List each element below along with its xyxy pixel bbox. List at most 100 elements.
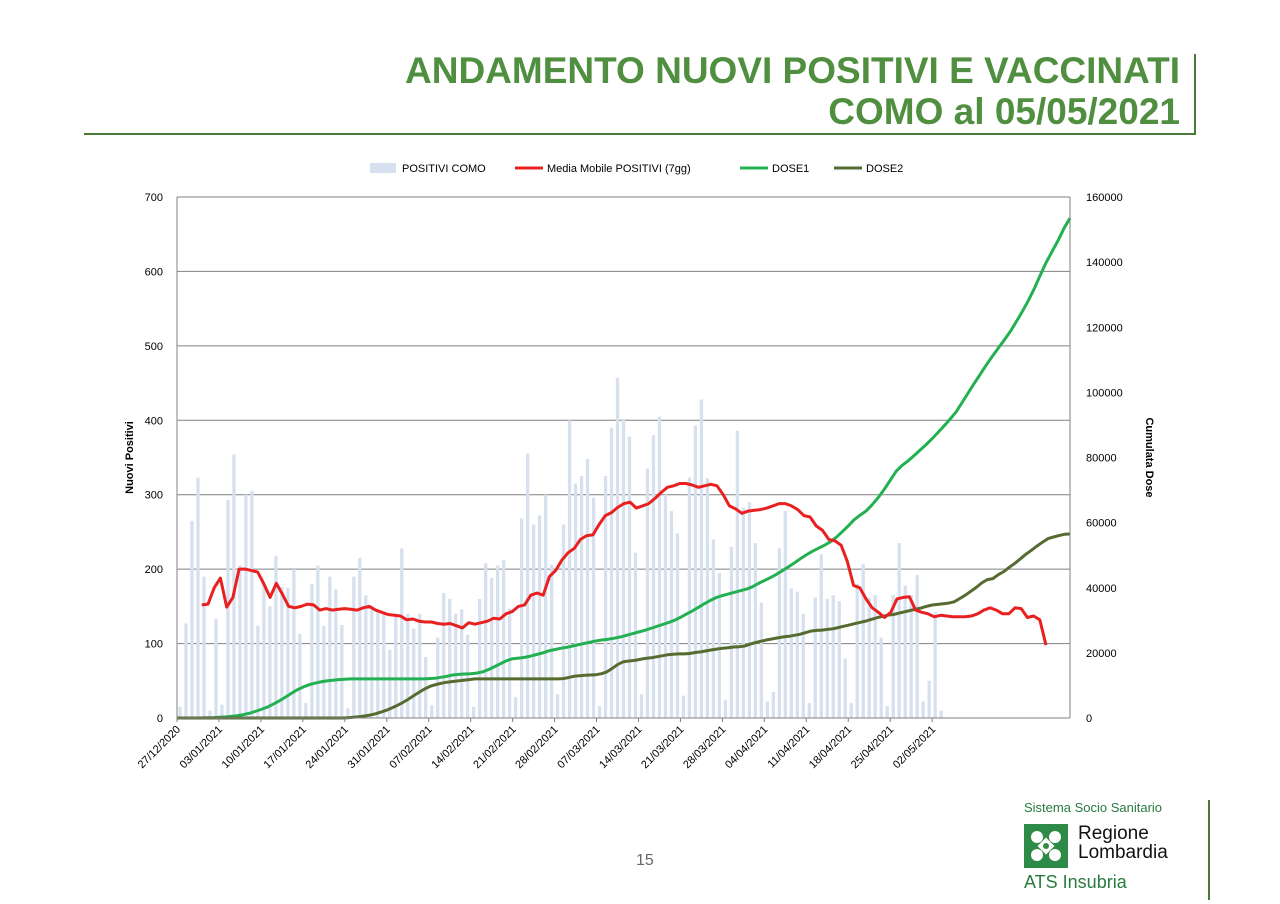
positivi-bar bbox=[783, 511, 787, 718]
positivi-bar bbox=[735, 430, 740, 718]
positivi-bar bbox=[933, 612, 937, 718]
positivi-bars bbox=[178, 377, 943, 718]
positivi-bar bbox=[705, 478, 710, 718]
positivi-bar bbox=[855, 584, 859, 718]
y2-tick-label: 100000 bbox=[1086, 387, 1123, 399]
positivi-bar bbox=[304, 703, 308, 718]
positivi-bar bbox=[789, 588, 793, 718]
positivi-bar bbox=[867, 597, 871, 718]
positivi-bar bbox=[178, 706, 182, 718]
positivi-bar bbox=[879, 637, 883, 718]
positivi-bar bbox=[663, 494, 668, 718]
positivi-bar bbox=[340, 624, 344, 718]
positivi-vaccinati-chart: POSITIVI COMO Media Mobile POSITIVI (7gg)… bbox=[124, 163, 1155, 771]
positivi-bar bbox=[394, 613, 398, 718]
y-axis-title: Nuovi Positivi bbox=[124, 421, 136, 494]
positivi-bar bbox=[298, 633, 302, 718]
y2-tick-label: 60000 bbox=[1086, 518, 1117, 530]
positivi-bar bbox=[765, 701, 769, 718]
positivi-bar bbox=[939, 710, 943, 718]
positivi-bar bbox=[639, 694, 644, 718]
positivi-bar bbox=[591, 497, 596, 718]
positivi-bar bbox=[585, 458, 590, 718]
positivi-bar bbox=[196, 477, 200, 718]
positivi-bar bbox=[208, 710, 212, 718]
legend-label: Media Mobile POSITIVI (7gg) bbox=[547, 163, 691, 175]
positivi-bar bbox=[609, 427, 614, 718]
positivi-bar bbox=[747, 502, 752, 718]
positivi-bar bbox=[549, 564, 554, 718]
x-tick-label: 28/02/2021 bbox=[513, 724, 560, 771]
positivi-bar bbox=[460, 609, 464, 718]
positivi-bar bbox=[795, 591, 799, 718]
legend-item: DOSE1 bbox=[740, 163, 809, 175]
positivi-bar bbox=[543, 494, 548, 718]
y2-tick-label: 140000 bbox=[1086, 257, 1123, 269]
positivi-bar bbox=[334, 589, 338, 718]
positivi-bar bbox=[753, 543, 758, 718]
positivi-bar bbox=[633, 552, 638, 718]
positivi-bar bbox=[406, 613, 410, 718]
positivi-bar bbox=[346, 708, 350, 718]
positivi-bar bbox=[364, 595, 368, 718]
positivi-bar bbox=[837, 601, 841, 718]
positivi-bar bbox=[717, 572, 722, 718]
positivi-bar bbox=[382, 613, 386, 718]
chart-tick-labels: 0 100 200 300 400 500 600 700 0 20000 40000 60000 80… bbox=[124, 192, 1155, 771]
y2-axis-title: Cumulata Dose bbox=[1143, 417, 1155, 497]
positivi-bar bbox=[190, 520, 194, 718]
positivi-bar bbox=[310, 584, 314, 718]
legend-label: POSITIVI COMO bbox=[402, 163, 486, 175]
positivi-bar bbox=[741, 507, 746, 718]
positivi-bar bbox=[813, 597, 817, 718]
positivi-bar bbox=[250, 490, 254, 718]
x-tick-label: 03/01/2021 bbox=[178, 724, 225, 771]
y2-tick-label: 160000 bbox=[1086, 192, 1123, 204]
positivi-bar bbox=[801, 613, 805, 718]
positivi-bar bbox=[921, 701, 925, 718]
logo-name: Regione Lombardia bbox=[1078, 824, 1168, 862]
positivi-bar bbox=[819, 554, 823, 718]
positivi-bar bbox=[478, 598, 482, 718]
positivi-bar bbox=[388, 649, 392, 718]
positivi-bar bbox=[370, 608, 374, 718]
y-tick-label: 600 bbox=[145, 266, 163, 278]
y-tick-label: 200 bbox=[145, 564, 163, 576]
positivi-bar bbox=[675, 533, 680, 718]
positivi-bar bbox=[501, 560, 506, 718]
x-tick-label: 21/03/2021 bbox=[639, 724, 686, 771]
y-tick-label: 300 bbox=[145, 490, 163, 502]
positivi-bar bbox=[603, 476, 608, 718]
positivi-bar bbox=[555, 694, 560, 718]
positivi-bar bbox=[286, 587, 290, 718]
logo-bottom-text: ATS Insubria bbox=[1024, 872, 1127, 892]
positivi-bar bbox=[244, 494, 248, 718]
x-tick-label: 11/04/2021 bbox=[766, 724, 813, 771]
x-tick-label: 07/03/2021 bbox=[555, 724, 602, 771]
positivi-bar bbox=[651, 435, 656, 718]
positivi-bar bbox=[358, 557, 362, 718]
slide-title: ANDAMENTO NUOVI POSITIVI E VACCINATI COM… bbox=[405, 50, 1180, 132]
y2-tick-label: 20000 bbox=[1086, 648, 1117, 660]
y-tick-label: 100 bbox=[145, 639, 163, 651]
positivi-bar bbox=[454, 613, 458, 718]
legend-label: DOSE1 bbox=[772, 163, 809, 175]
slide-title-line1: ANDAMENTO NUOVI POSITIVI E VACCINATI bbox=[405, 50, 1180, 91]
positivi-bar bbox=[825, 598, 829, 718]
positivi-bar bbox=[843, 658, 847, 718]
y2-tick-label: 40000 bbox=[1086, 583, 1117, 595]
x-tick-label: 24/01/2021 bbox=[304, 724, 351, 771]
positivi-bar bbox=[537, 515, 542, 718]
legend-label: DOSE2 bbox=[866, 163, 903, 175]
positivi-bar bbox=[256, 625, 260, 718]
x-tick-label: 02/05/2021 bbox=[891, 724, 938, 771]
positivi-bar bbox=[615, 377, 620, 718]
positivi-bar bbox=[238, 565, 242, 718]
positivi-bar bbox=[897, 543, 901, 718]
positivi-bar bbox=[214, 619, 218, 718]
x-tick-label: 31/01/2021 bbox=[345, 724, 392, 771]
positivi-bar bbox=[903, 585, 907, 718]
positivi-bar bbox=[699, 399, 704, 718]
positivi-bar bbox=[567, 420, 572, 718]
x-tick-label: 04/04/2021 bbox=[723, 724, 770, 771]
